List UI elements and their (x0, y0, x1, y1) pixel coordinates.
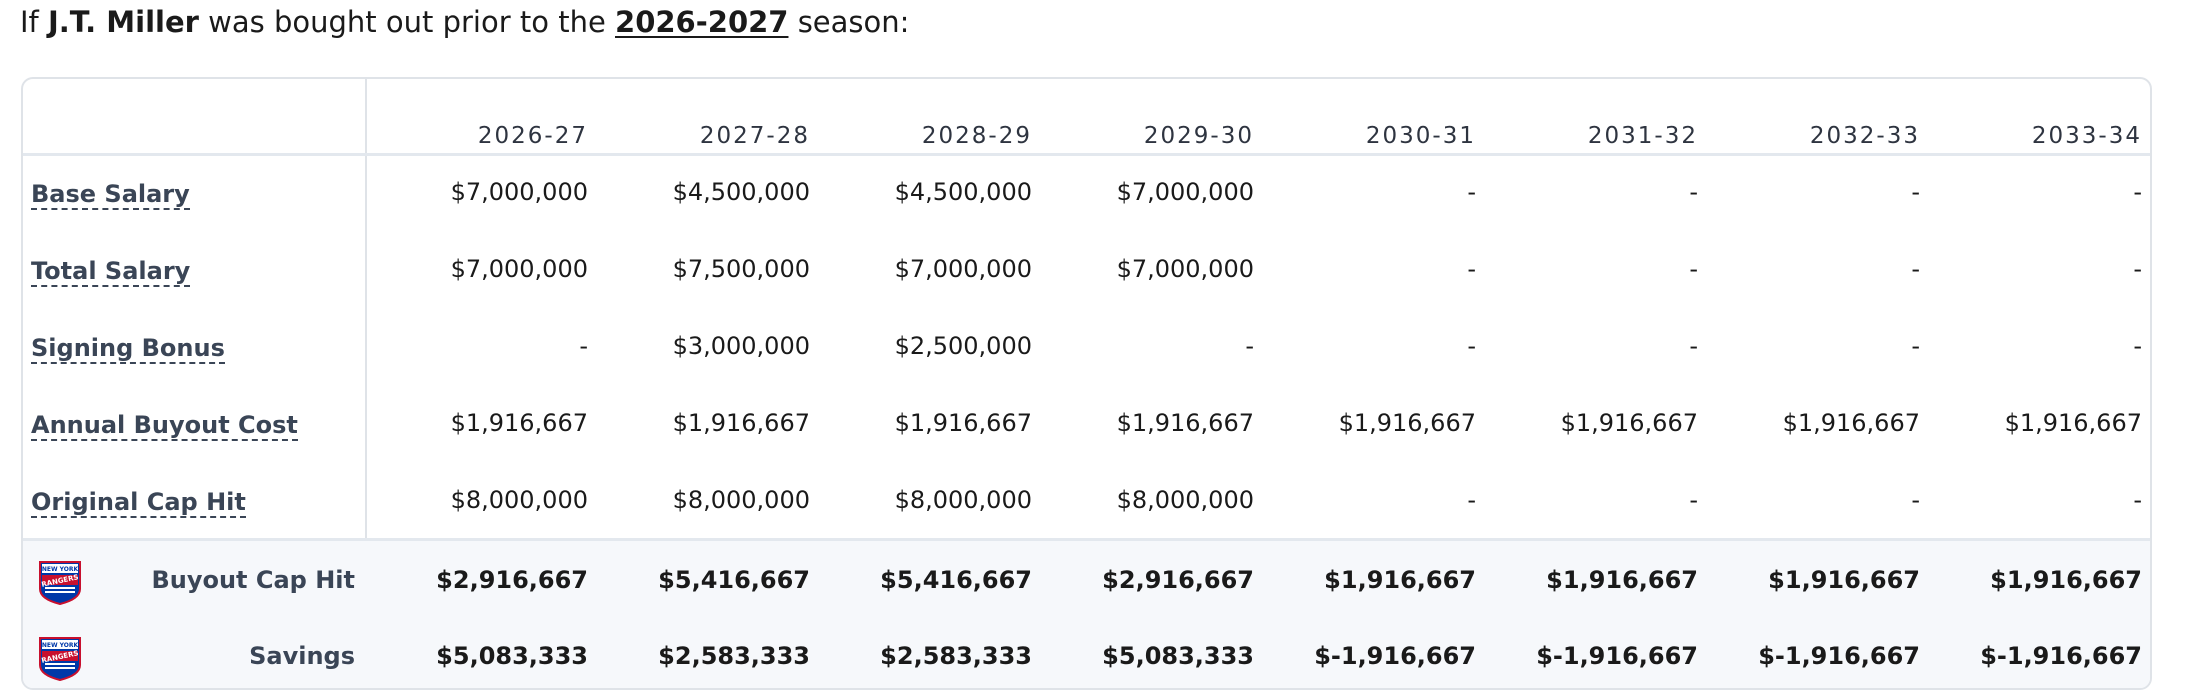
table-cell: - (1689, 332, 1698, 360)
summary-cell: $1,916,667 (1546, 566, 1698, 594)
table-cell: $8,000,000 (672, 486, 810, 514)
table-cell: - (2133, 178, 2142, 206)
summary-cell: $5,083,333 (1102, 642, 1254, 670)
table-cell: $1,916,667 (894, 409, 1032, 437)
column-header-2030-31: 2030-31 (1365, 123, 1476, 149)
table-cell: $4,500,000 (894, 178, 1032, 206)
summary-cell: $2,916,667 (436, 566, 588, 594)
summary-section (23, 538, 2150, 688)
table-cell: $7,000,000 (450, 255, 588, 283)
label-column-divider (365, 79, 367, 688)
summary-cell: $1,916,667 (1324, 566, 1476, 594)
table-cell: $1,916,667 (450, 409, 588, 437)
column-header-2031-32: 2031-32 (1587, 123, 1698, 149)
summary-cell: $2,583,333 (658, 642, 810, 670)
table-cell: - (1467, 178, 1476, 206)
table-cell: $7,000,000 (1116, 178, 1254, 206)
row-label-total-salary[interactable]: Total Salary (31, 257, 191, 287)
table-cell: - (1911, 255, 1920, 283)
table-cell: - (1467, 255, 1476, 283)
table-cell: - (1689, 486, 1698, 514)
column-header-2026-27: 2026-27 (477, 123, 588, 149)
headline-prefix: If (20, 5, 48, 39)
table-cell: $4,500,000 (672, 178, 810, 206)
table-cell: - (579, 332, 588, 360)
team-logo-icon: NEW YORK RANGERS (37, 559, 83, 606)
table-cell: - (1689, 255, 1698, 283)
table-cell: - (2133, 486, 2142, 514)
table-cell: - (1911, 178, 1920, 206)
table-cell: $1,916,667 (1782, 409, 1920, 437)
headline-middle: was bought out prior to the (198, 5, 616, 39)
table-cell: - (1467, 332, 1476, 360)
row-label-signing-bonus[interactable]: Signing Bonus (31, 334, 225, 364)
row-label-base-salary[interactable]: Base Salary (31, 180, 190, 210)
table-cell: $7,000,000 (450, 178, 588, 206)
header-divider (23, 153, 2150, 156)
row-label-annual-buyout-cost[interactable]: Annual Buyout Cost (31, 411, 298, 441)
summary-cell: $-1,916,667 (1314, 642, 1476, 670)
summary-cell: $2,916,667 (1102, 566, 1254, 594)
summary-cell: $1,916,667 (1990, 566, 2142, 594)
column-header-2032-33: 2032-33 (1809, 123, 1920, 149)
summary-cell: $5,416,667 (658, 566, 810, 594)
table-cell: $1,916,667 (1116, 409, 1254, 437)
summary-label-savings: Savings (249, 642, 355, 670)
summary-cell: $2,583,333 (880, 642, 1032, 670)
buyout-table: 2026-27 2027-28 2028-29 2029-30 2030-31 2031-… (21, 77, 2152, 690)
column-header-2033-34: 2033-34 (2031, 123, 2142, 149)
table-cell: $1,916,667 (672, 409, 810, 437)
player-name: J.T. Miller (47, 5, 199, 39)
column-header-2028-29: 2028-29 (921, 123, 1032, 149)
table-cell: $8,000,000 (894, 486, 1032, 514)
row-label-original-cap-hit[interactable]: Original Cap Hit (31, 488, 246, 518)
svg-text:NEW YORK: NEW YORK (42, 642, 79, 649)
table-cell: - (2133, 332, 2142, 360)
summary-cell: $5,416,667 (880, 566, 1032, 594)
table-cell: $3,000,000 (672, 332, 810, 360)
team-logo-icon: NEW YORK RANGERS (37, 635, 83, 682)
headline-suffix: season: (788, 5, 910, 39)
summary-cell: $-1,916,667 (1536, 642, 1698, 670)
summary-cell: $-1,916,667 (1758, 642, 1920, 670)
table-cell: - (1689, 178, 1698, 206)
table-cell: - (1467, 486, 1476, 514)
summary-cell: $5,083,333 (436, 642, 588, 670)
table-cell: $7,500,000 (672, 255, 810, 283)
summary-label-buyout-cap-hit: Buyout Cap Hit (151, 566, 355, 594)
table-cell: - (1911, 332, 1920, 360)
column-header-2027-28: 2027-28 (699, 123, 810, 149)
season-link[interactable]: 2026-2027 (615, 5, 789, 39)
table-cell: $7,000,000 (1116, 255, 1254, 283)
svg-text:NEW YORK: NEW YORK (42, 566, 79, 573)
table-cell: - (1245, 332, 1254, 360)
column-header-2029-30: 2029-30 (1143, 123, 1254, 149)
table-cell: - (1911, 486, 1920, 514)
table-cell: $2,500,000 (894, 332, 1032, 360)
table-cell: $7,000,000 (894, 255, 1032, 283)
table-cell: $8,000,000 (1116, 486, 1254, 514)
buyout-headline: If J.T. Miller was bought out prior to t… (20, 4, 909, 40)
summary-cell: $-1,916,667 (1980, 642, 2142, 670)
table-cell: - (2133, 255, 2142, 283)
table-cell: $1,916,667 (2004, 409, 2142, 437)
table-cell: $8,000,000 (450, 486, 588, 514)
summary-cell: $1,916,667 (1768, 566, 1920, 594)
table-cell: $1,916,667 (1560, 409, 1698, 437)
table-cell: $1,916,667 (1338, 409, 1476, 437)
